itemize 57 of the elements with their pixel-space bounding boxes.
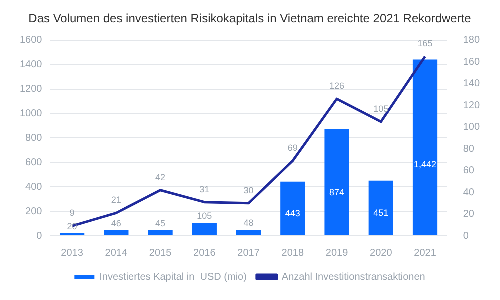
data-label: 9 [70,208,75,218]
y2-tick-label: 180 [463,35,480,46]
bar [192,223,217,236]
legend-label: Investiertes Kapital in USD (mio) [100,272,247,283]
y-tick-label: 200 [26,206,43,218]
y2-tick-label: 100 [463,122,480,134]
x-tick-label: 2021 [414,248,437,259]
x-tick-label: 2016 [194,248,216,259]
bar [280,182,306,236]
data-label: 451 [374,208,389,218]
y-tick-label: 800 [26,132,43,144]
y-tick-label: 0 [36,230,43,242]
chart-title: Das Volumen des investierten Risikokapitals in Vietnam ereichte 2021 Rekordwerte [28,12,472,26]
data-label: 165 [418,38,433,49]
data-label: 105 [374,104,389,114]
y2-tick-label: 160 [463,56,480,68]
data-label: 31 [200,184,210,194]
data-label: 42 [156,172,166,182]
bar [368,180,394,236]
y2-tick-label: 120 [463,100,480,112]
y2-tick-label: 20 [463,209,475,220]
data-label: 20 [67,222,78,232]
x-tick-label: 2014 [105,248,128,259]
bar [104,230,129,236]
y2-tick-label: 40 [463,187,475,198]
data-label: 105 [197,211,212,222]
bar [412,60,438,236]
x-tick-label: 2020 [370,248,393,259]
data-label: 46 [111,218,122,228]
data-label: 21 [111,195,122,206]
data-label: 69 [288,143,298,154]
y-tick-label: 1600 [20,35,43,46]
legend-label: Anzahl Investitionstransaktionen [282,272,426,283]
y2-tick-label: 60 [463,166,475,177]
bar [148,230,173,236]
y-tick-label: 1400 [20,60,43,71]
x-tick-label: 2017 [238,248,260,259]
data-label: 48 [244,218,254,228]
data-label: 45 [156,218,166,228]
y2-tick-label: 0 [463,230,470,242]
y2-tick-label: 140 [463,78,480,90]
y-tick-label: 400 [26,182,43,193]
data-label: 30 [244,185,254,196]
x-tick-label: 2018 [282,248,304,259]
x-tick-label: 2019 [326,248,349,259]
bar [324,129,350,236]
y-tick-label: 1000 [20,108,43,120]
y-tick-label: 600 [26,157,43,168]
y2-tick-label: 80 [463,144,475,155]
data-label: 126 [330,81,345,92]
data-label: 874 [330,187,345,198]
y-tick-label: 1200 [20,84,43,96]
bar [236,230,262,236]
x-tick-label: 2015 [149,248,172,259]
data-label: 443 [285,208,300,219]
x-tick-label: 2013 [61,248,84,259]
data-label: 1,442 [414,160,437,170]
